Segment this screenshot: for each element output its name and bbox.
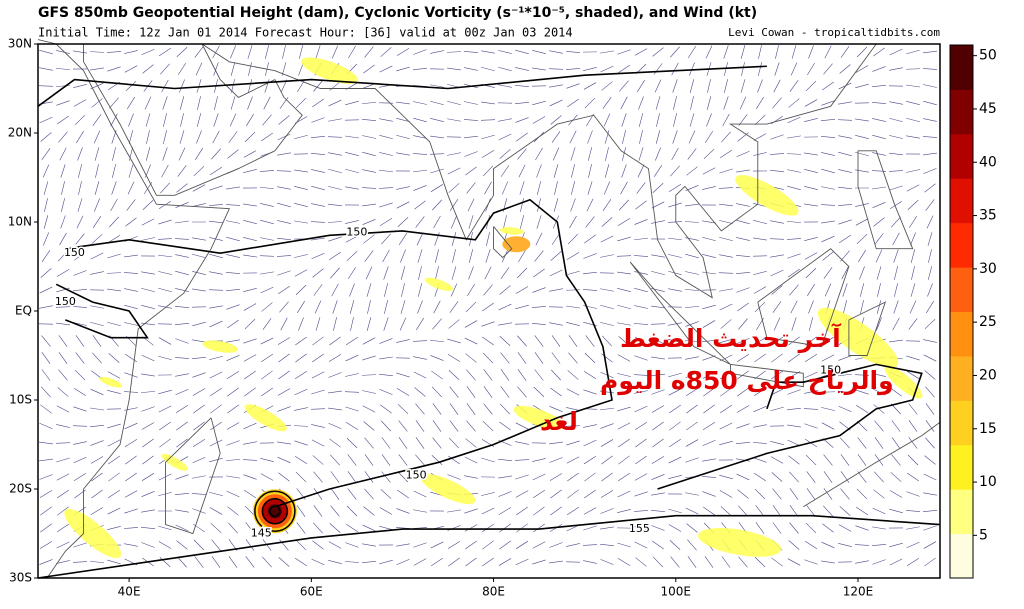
- annotation-line: آخر تحديث الضغط: [620, 323, 842, 354]
- x-tick-label: 40E: [118, 585, 141, 599]
- contour-label: 145: [251, 527, 272, 540]
- colorbar-label: 30: [979, 261, 997, 277]
- colorbar-label: 25: [979, 314, 997, 330]
- x-tick-label: 100E: [661, 585, 692, 599]
- colorbar-segment: [950, 534, 973, 579]
- vorticity-core: [502, 236, 530, 252]
- colorbar-label: 50: [979, 48, 997, 64]
- colorbar-segment: [950, 45, 973, 90]
- colorbar-segment: [950, 312, 973, 357]
- colorbar-segment: [950, 400, 973, 445]
- x-tick-label: 60E: [300, 585, 323, 599]
- credit: Levi Cowan - tropicaltidbits.com: [728, 26, 940, 39]
- contour-label: 155: [629, 522, 650, 535]
- subtitle: Initial Time: 12z Jan 01 2014 Forecast H…: [38, 26, 573, 40]
- contour-label: 150: [55, 295, 76, 308]
- y-tick-label: 30S: [9, 571, 32, 585]
- colorbar-label: 45: [979, 101, 997, 117]
- y-tick-label: EQ: [15, 304, 32, 318]
- colorbar-segment: [950, 89, 973, 134]
- colorbar-label: 40: [979, 154, 997, 170]
- y-tick-label: 30N: [8, 37, 32, 51]
- colorbar-label: 10: [979, 474, 997, 490]
- x-tick-label: 120E: [843, 585, 874, 599]
- colorbar-segment: [950, 178, 973, 223]
- colorbar-label: 15: [979, 421, 997, 437]
- colorbar-segment: [950, 223, 973, 268]
- contour-label: 150: [346, 226, 367, 239]
- y-tick-label: 20N: [8, 126, 32, 140]
- colorbar-segment: [950, 445, 973, 490]
- y-tick-label: 20S: [9, 482, 32, 496]
- annotation-line: لغد: [540, 407, 578, 436]
- annotation-line: والرياح على 850ه اليوم: [600, 366, 894, 396]
- contour-label: 150: [406, 469, 427, 482]
- plot-frame: [38, 44, 940, 578]
- colorbar-label: 5: [979, 527, 988, 543]
- colorbar-segment: [950, 134, 973, 179]
- colorbar-label: 35: [979, 208, 997, 224]
- colorbar-segment: [950, 356, 973, 401]
- colorbar-segment: [950, 267, 973, 312]
- colorbar-label: 20: [979, 367, 997, 383]
- y-tick-label: 10N: [8, 215, 32, 229]
- contour-label: 150: [64, 246, 85, 259]
- title: GFS 850mb Geopotential Height (dam), Cyc…: [38, 5, 757, 21]
- colorbar-segment: [950, 489, 973, 534]
- x-tick-label: 80E: [482, 585, 505, 599]
- y-tick-label: 10S: [9, 393, 32, 407]
